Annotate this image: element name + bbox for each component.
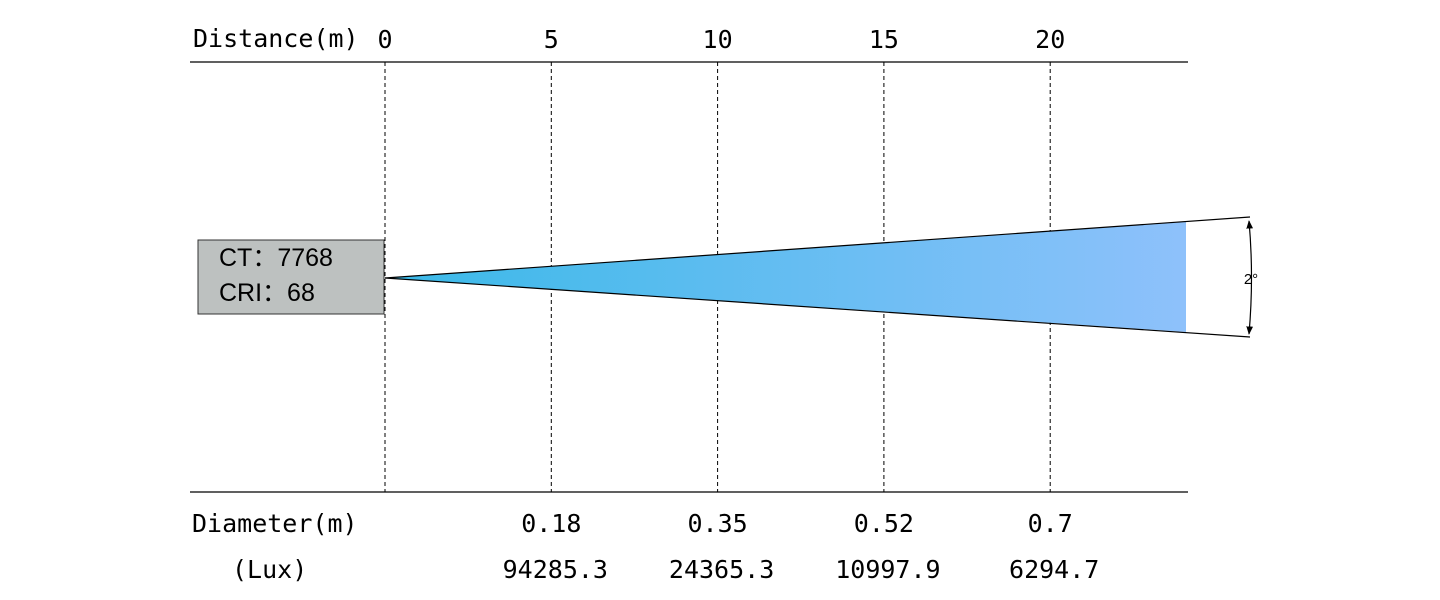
distance-guides xyxy=(384,62,1051,492)
lux-label: (Lux) xyxy=(232,555,307,584)
lux-value: 10997.9 xyxy=(835,555,940,584)
angle-arc-arrow xyxy=(1246,220,1254,335)
beam-cone xyxy=(385,222,1186,332)
cri-value: CRI：68 xyxy=(219,279,315,307)
distance-tick-0: 0 xyxy=(377,25,392,54)
light-source-box xyxy=(197,239,385,315)
lux-values: 94285.3 24365.3 10997.9 6294.7 xyxy=(503,555,1100,584)
lux-value: 24365.3 xyxy=(669,555,774,584)
diameter-value: 0.18 xyxy=(521,509,581,538)
distance-tick-10: 10 xyxy=(703,25,733,54)
ct-value: CT：7768 xyxy=(219,244,333,272)
distance-ticks: 0 5 10 15 20 xyxy=(377,25,1065,54)
diameter-label: Diameter(m) xyxy=(192,509,358,538)
lux-value: 94285.3 xyxy=(503,555,608,584)
beam-upper-edge xyxy=(384,216,1251,279)
diameter-value: 0.52 xyxy=(854,509,914,538)
lux-value: 6294.7 xyxy=(1009,555,1099,584)
beam-angle-label: 2° xyxy=(1244,271,1258,288)
diameter-values: 0.18 0.35 0.52 0.7 xyxy=(521,509,1073,538)
beam-lower-edge xyxy=(384,277,1251,338)
distance-label: Distance(m) xyxy=(193,24,359,53)
diameter-value: 0.7 xyxy=(1028,509,1073,538)
distance-tick-15: 15 xyxy=(869,25,899,54)
distance-tick-5: 5 xyxy=(544,25,559,54)
diameter-value: 0.35 xyxy=(687,509,747,538)
distance-tick-20: 20 xyxy=(1035,25,1065,54)
